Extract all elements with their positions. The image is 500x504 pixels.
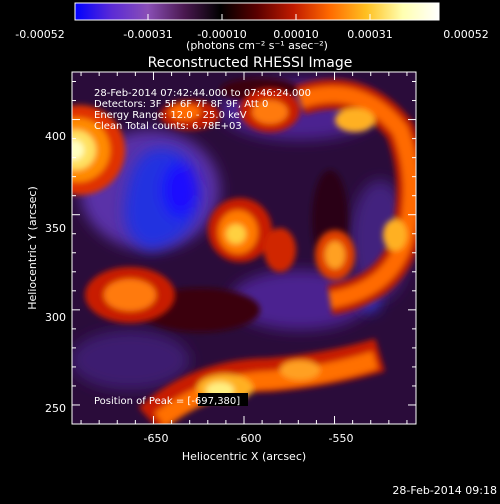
info-line-time: 28-Feb-2014 07:42:44.000 to 07:46:24.000 <box>94 88 311 99</box>
info-line-detectors: Detectors: 3F 5F 6F 7F 8F 9F, Att 0 <box>94 99 268 110</box>
colorbar-tick-label: -0.00031 <box>123 28 172 41</box>
info-line-clean: Clean Total counts: 6.78E+03 <box>94 121 242 132</box>
colorbar-ticks <box>147 14 371 20</box>
colorbar: -0.00052 -0.00031 -0.00010 0.00010 0.000… <box>15 2 489 52</box>
colorbar-tick-label: 0.00031 <box>347 28 393 41</box>
info-line-energy: Energy Range: 12.0 - 25.0 keV <box>94 110 247 121</box>
x-axis-label: Heliocentric X (arcsec) <box>182 450 306 463</box>
colorbar-units-label: (photons cm⁻² s⁻¹ asec⁻²) <box>186 39 328 52</box>
rhessi-image <box>72 72 416 424</box>
peak-label-bg <box>198 393 248 406</box>
y-tick-label: 400 <box>45 130 66 143</box>
colorbar-tick-label: 0.00052 <box>443 28 489 41</box>
y-tick-label: 250 <box>45 402 66 415</box>
colorbar-tick-label: -0.00010 <box>197 28 246 41</box>
plot-title: Reconstructed RHESSI Image <box>148 55 353 71</box>
colorbar-frame <box>74 2 440 21</box>
colorbar-tick-label: -0.00052 <box>15 28 64 41</box>
peak-position-label: Position of Peak = [-697,380] <box>94 396 240 407</box>
x-tick-label: -650 <box>144 432 169 445</box>
y-tick-label: 350 <box>45 222 66 235</box>
x-tick-label: -600 <box>237 432 262 445</box>
axis-ticks <box>72 72 416 424</box>
footer-timestamp: 28-Feb-2014 09:18 <box>392 484 497 497</box>
y-tick-label: 300 <box>45 311 66 324</box>
y-axis-label: Heliocentric Y (arcsec) <box>26 186 39 310</box>
colorbar-tick-label: 0.00010 <box>273 28 319 41</box>
colorbar-gradient <box>75 3 439 20</box>
x-tick-label: -550 <box>329 432 354 445</box>
